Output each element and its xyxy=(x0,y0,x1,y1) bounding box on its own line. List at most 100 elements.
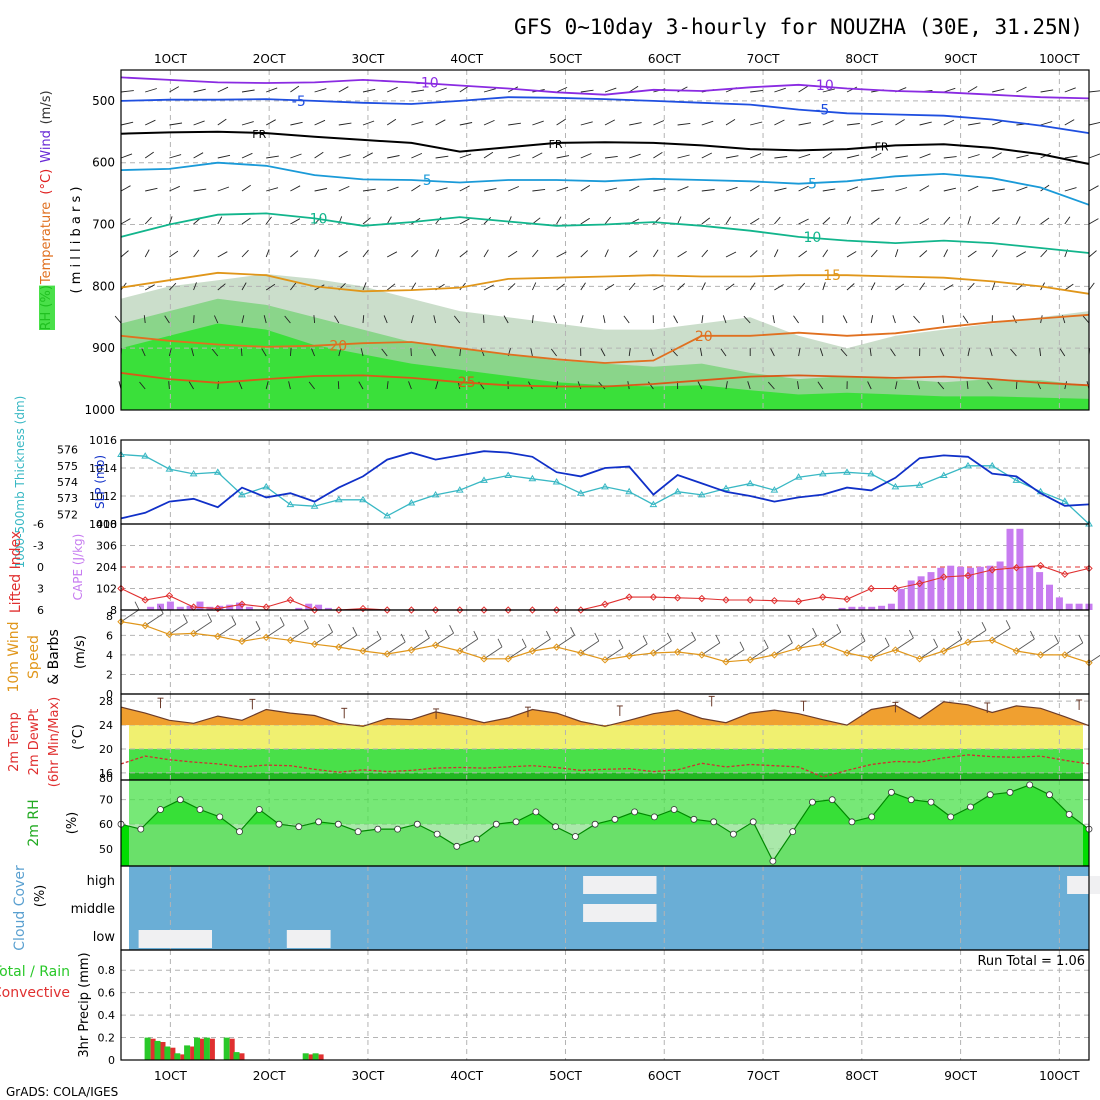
li-point xyxy=(214,604,222,613)
wind-barb-upper xyxy=(435,155,449,159)
thickness-point xyxy=(238,490,246,498)
wind-barb-upper xyxy=(943,156,957,159)
rh-point xyxy=(670,806,678,813)
wind-barb-upper xyxy=(967,122,981,126)
wind-barb-upper xyxy=(822,152,833,159)
wind-barb-upper xyxy=(556,155,570,159)
isotherm-label: 10 xyxy=(804,230,822,246)
rh-axis-label: 2m RH xyxy=(26,799,42,846)
wind-barb-upper xyxy=(604,87,617,93)
wind-speed-point xyxy=(843,649,851,657)
wind-barb-upper xyxy=(725,381,728,390)
wind-barb-feather xyxy=(908,629,914,639)
isotherm-label: FR xyxy=(252,128,266,141)
wind-barb-upper xyxy=(798,250,808,258)
dewpoint-line xyxy=(120,754,1090,778)
wind-barb-feather xyxy=(981,622,987,631)
rh-point xyxy=(354,828,362,835)
wind-barb-upper xyxy=(774,284,784,291)
x-tick-label-bottom: 5OCT xyxy=(549,1069,582,1083)
wind-barb-upper xyxy=(290,218,301,225)
isotherm-line xyxy=(120,372,1090,388)
wind-barb-upper xyxy=(943,87,956,93)
li-point xyxy=(698,594,706,603)
pressure-tick-label: 800 xyxy=(92,279,115,293)
temp-axis-label: (6hr Min/Max) xyxy=(47,697,62,787)
wind-barb-feather xyxy=(545,630,551,640)
wind-tick-label: 6 xyxy=(106,629,113,642)
wind-barb-upper xyxy=(604,284,615,291)
wind-barb-upper xyxy=(628,348,631,357)
rh-point xyxy=(157,806,164,813)
wind-barb-upper xyxy=(314,249,320,258)
wind-barb-upper xyxy=(822,88,835,93)
temperature-line xyxy=(120,701,1090,727)
wind-barb-upper xyxy=(217,118,227,126)
cape-bar xyxy=(1016,528,1024,610)
x-tick-label-top: 2OCT xyxy=(253,52,286,66)
isotherm-label: -10 xyxy=(416,75,439,91)
wind-barb-upper xyxy=(677,154,690,159)
cape-bar xyxy=(226,604,234,610)
panel-frame-8 xyxy=(120,949,1090,1061)
isotherm-label: -5 xyxy=(292,94,306,110)
wind-barb-upper xyxy=(604,249,609,258)
wind-barb-upper xyxy=(459,122,473,126)
wind-barb-upper xyxy=(289,348,292,357)
wind-speed-point xyxy=(456,647,464,655)
wind-barb-10m xyxy=(677,639,696,653)
temp-band xyxy=(129,772,1083,780)
li-point xyxy=(1061,570,1069,578)
wind-barb-upper xyxy=(338,122,352,126)
temp-tick-label: 16 xyxy=(99,767,113,780)
wind-barb-upper xyxy=(1082,315,1090,324)
wind-barb-upper xyxy=(507,283,516,291)
wind-barb-upper xyxy=(701,120,714,126)
wind-speed-point xyxy=(819,640,827,648)
wind-barb-upper xyxy=(193,188,207,192)
wind-barb-upper xyxy=(747,381,751,390)
wind-tick-label: 8 xyxy=(106,610,113,623)
pressure-tick-label: 700 xyxy=(92,218,115,232)
wind-barb-upper xyxy=(459,250,468,258)
cloud-block-middle xyxy=(612,904,637,922)
thickness-point xyxy=(818,469,827,477)
wind-barb-upper xyxy=(870,217,880,225)
wind-barb-upper xyxy=(217,216,223,225)
wind-barb-upper xyxy=(241,249,249,258)
wind-barb-upper xyxy=(1088,121,1100,126)
wind-speed-point xyxy=(1036,651,1045,659)
wind-barb-upper xyxy=(120,90,134,93)
li-axis-label: Lifted Index xyxy=(8,531,24,613)
li-point xyxy=(819,593,827,601)
wind-barb-upper xyxy=(798,86,808,93)
wind-barb-upper xyxy=(217,86,229,93)
wind-barb-10m xyxy=(1064,642,1084,656)
wind-barb-upper xyxy=(459,153,472,159)
wind-barb-10m xyxy=(507,646,527,660)
wind-barb-upper xyxy=(819,348,824,357)
cape-tick-label: 102 xyxy=(96,583,117,596)
wind-barb-upper xyxy=(895,155,908,159)
wind-barb-upper xyxy=(846,186,859,192)
x-tick-label-top: 8OCT xyxy=(845,52,878,66)
wind-barb-upper xyxy=(503,315,509,324)
li-point xyxy=(504,606,512,614)
cape-axis-label: CAPE (J/kg) xyxy=(71,534,85,601)
precip-tick-label: 0 xyxy=(108,1054,115,1067)
rh-band xyxy=(129,780,1083,825)
wind-barb-upper xyxy=(580,217,590,225)
wind-barb-upper xyxy=(919,250,928,258)
rh-point xyxy=(907,796,915,804)
li-point xyxy=(141,596,149,604)
panel-frame-4 xyxy=(120,609,1090,695)
wind-barb-upper xyxy=(895,216,901,225)
wind-barb-upper xyxy=(290,121,303,126)
wind-barb-10m xyxy=(798,635,817,649)
wind-barb-upper xyxy=(919,185,930,192)
wind-barb-10m xyxy=(338,634,358,648)
wind-barb-upper xyxy=(677,216,682,225)
wind-barb-upper xyxy=(653,249,659,258)
x-tick-label-bottom: 1OCT xyxy=(154,1069,187,1083)
wind-barb-upper xyxy=(550,348,557,357)
